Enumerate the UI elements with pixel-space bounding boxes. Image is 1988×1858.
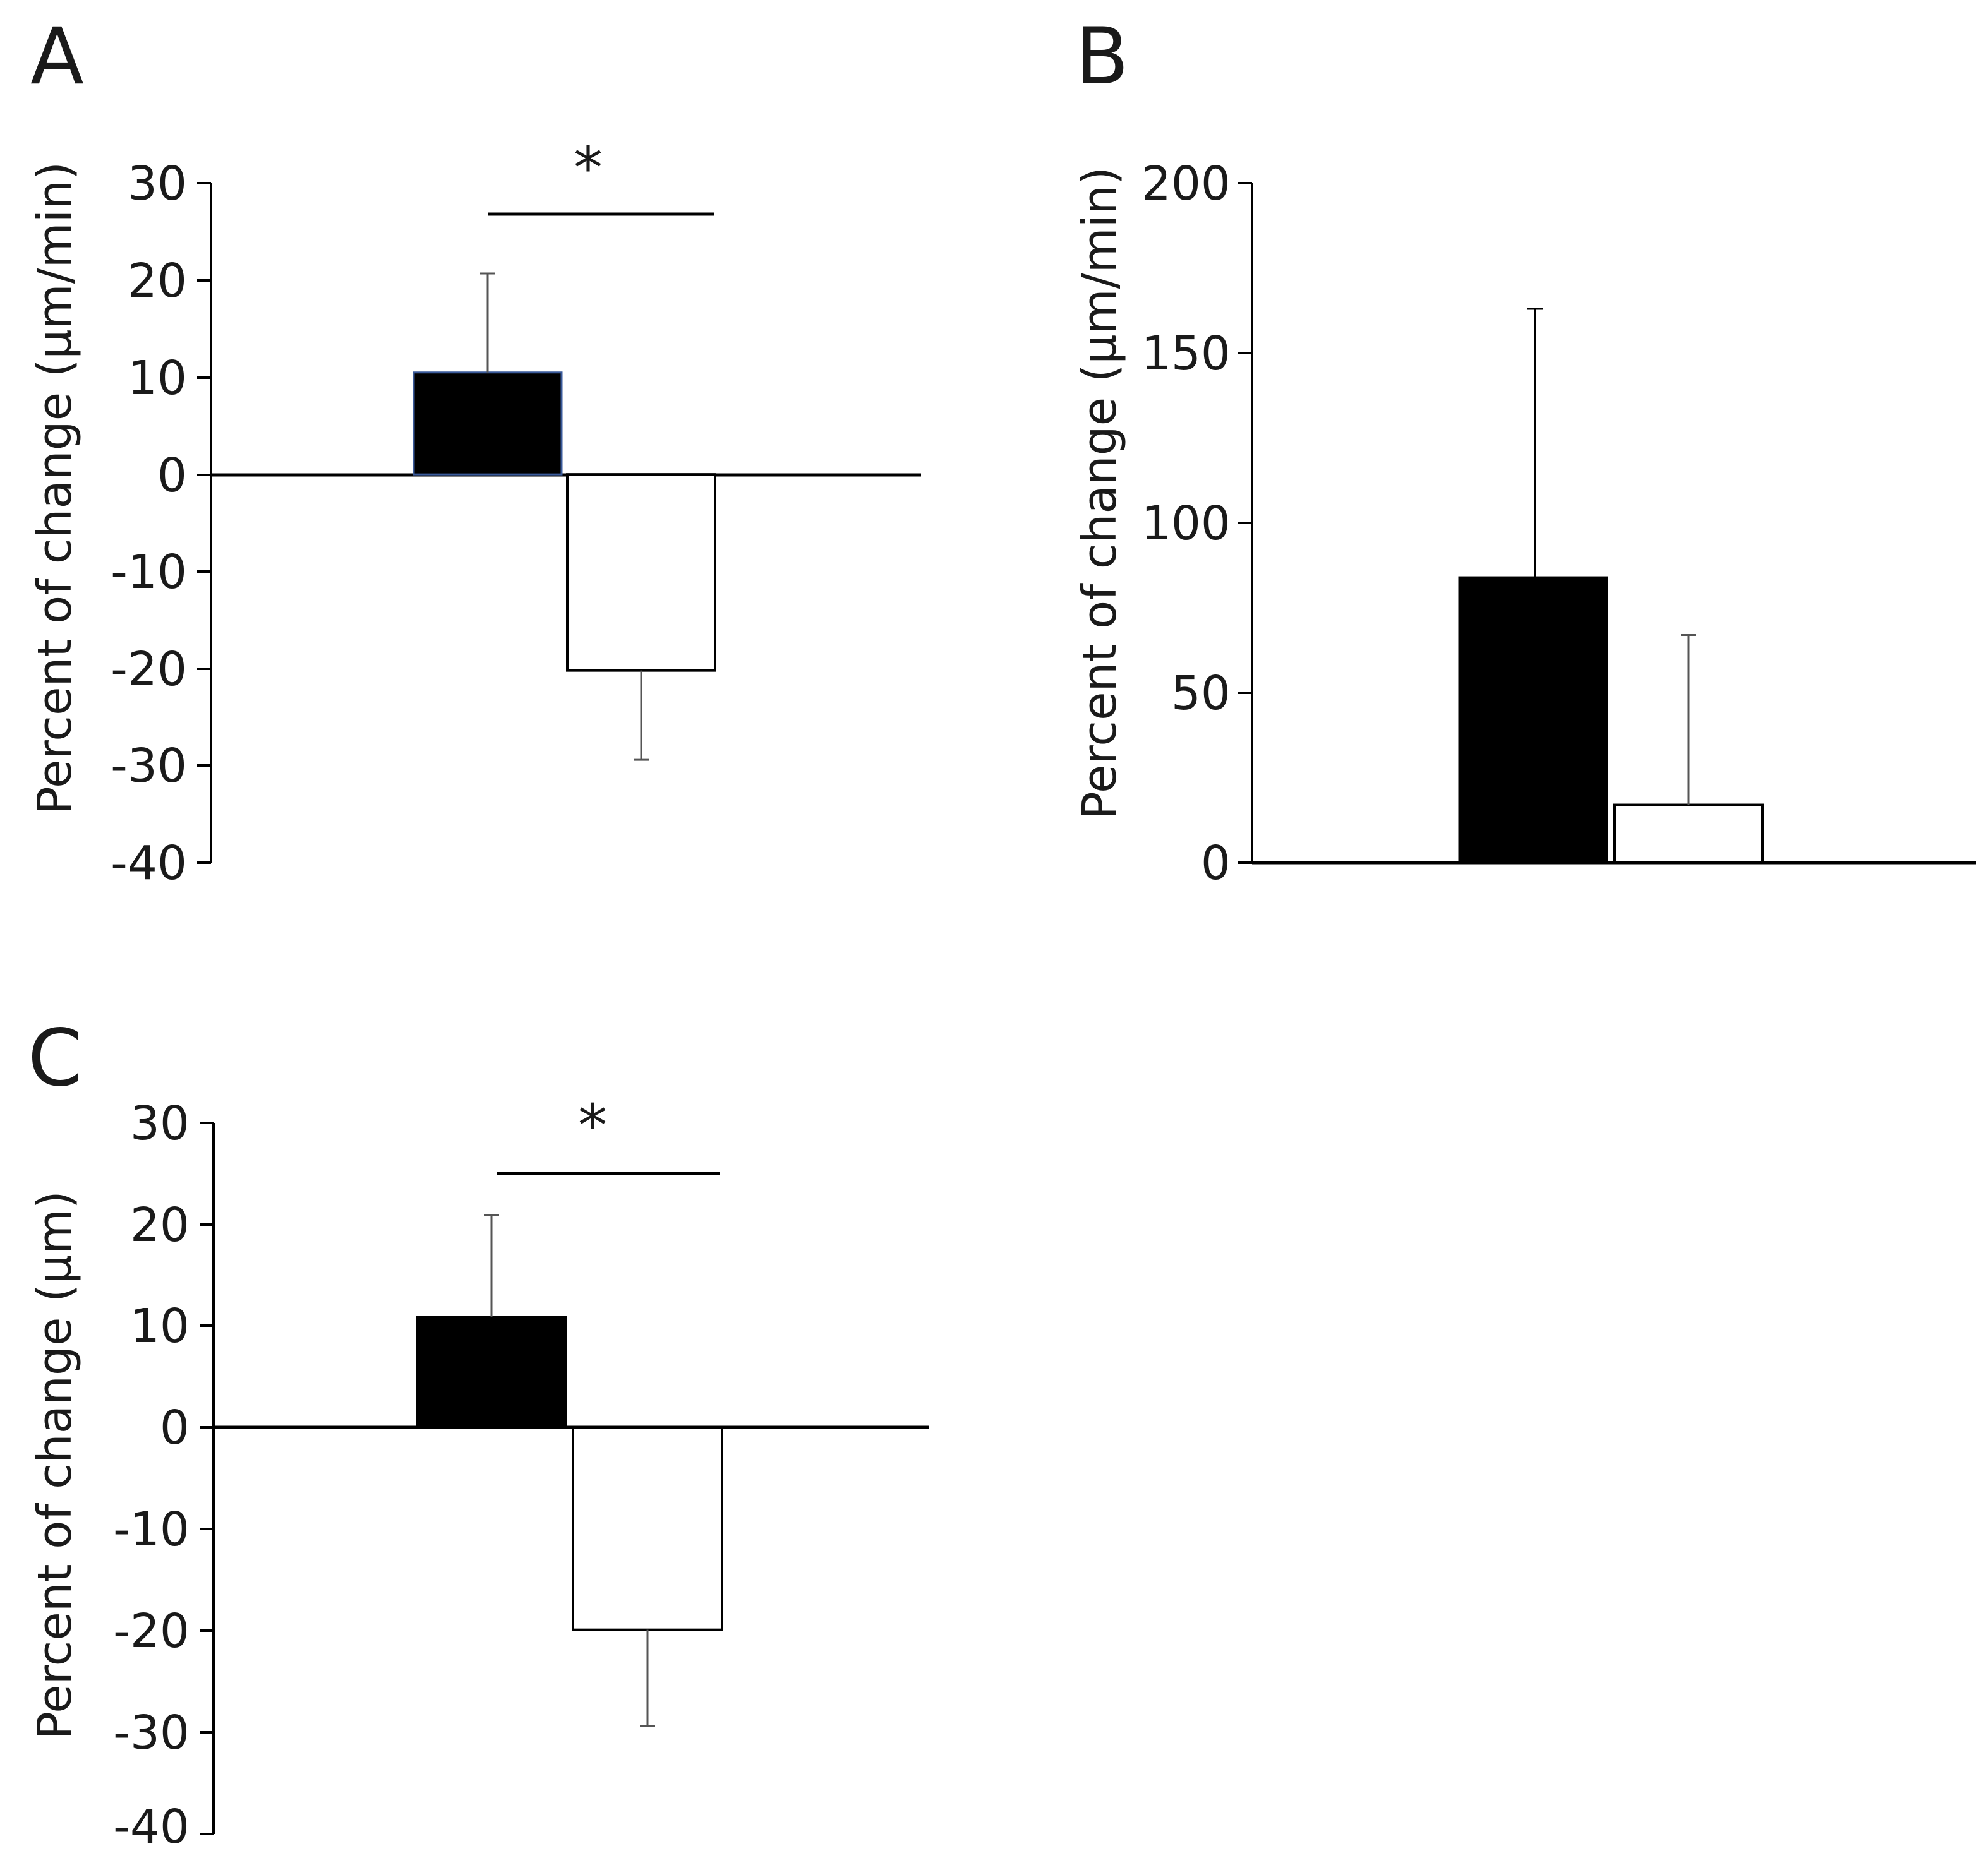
panel-c-ticks xyxy=(200,1122,214,1835)
panel-c-tick-labels: 30 20 10 0 -10 -20 -30 -40 xyxy=(113,1096,190,1854)
panel-a-ticks xyxy=(197,182,211,864)
panel-a: A Percent of change (μm/min) 30 20 10 0 … xyxy=(28,11,921,890)
panel-c-bar-black xyxy=(416,1316,567,1429)
panel-b-tick-label: 0 xyxy=(1201,836,1231,890)
panel-c-tick-label: -30 xyxy=(113,1706,190,1760)
panel-a-tick-label: 20 xyxy=(128,254,187,308)
panel-b-bar-white xyxy=(1613,803,1764,865)
panel-a-tick-label: 30 xyxy=(128,157,187,211)
panel-c: C Percent of change (μm) 30 20 10 0 -10 … xyxy=(28,1013,929,1854)
panel-a-letter: A xyxy=(30,11,84,102)
panel-a-tick-label: -30 xyxy=(111,739,187,793)
panel-a-ylabel: Percent of change (μm/min) xyxy=(28,162,82,815)
panel-c-significance-star: * xyxy=(578,1092,607,1160)
panel-c-tick-label: 10 xyxy=(130,1299,190,1353)
panel-a-tick-label: -10 xyxy=(111,545,187,599)
panel-c-tick-label: 30 xyxy=(130,1096,190,1151)
panel-b-tick-labels: 200 150 100 50 0 xyxy=(1142,157,1231,890)
panel-c-bar-white xyxy=(572,1426,723,1631)
panel-a-tick-label: 0 xyxy=(157,448,187,503)
panel-c-tick-label: 20 xyxy=(130,1198,190,1252)
panel-b: B Percent of change (μm/min) 200 150 100… xyxy=(1073,11,1976,890)
panel-b-tick-label: 150 xyxy=(1142,327,1231,381)
panel-b-ylabel: Percent of change (μm/min) xyxy=(1073,167,1127,820)
panel-a-tick-labels: 30 20 10 0 -10 -20 -30 -40 xyxy=(111,157,187,890)
panel-a-bar-white xyxy=(566,473,716,672)
panel-c-tick-label: -40 xyxy=(113,1800,190,1854)
panel-a-tick-label: -20 xyxy=(111,642,187,697)
panel-c-ylabel: Percent of change (μm) xyxy=(28,1190,82,1740)
panel-b-tick-label: 100 xyxy=(1142,496,1231,551)
panel-b-bar-black xyxy=(1458,576,1608,864)
panel-b-tick-label: 50 xyxy=(1171,666,1231,721)
panel-b-ticks xyxy=(1238,182,1252,864)
panel-b-letter: B xyxy=(1075,11,1129,102)
panel-a-bar-black xyxy=(413,371,563,476)
panel-c-tick-label: -20 xyxy=(113,1604,190,1658)
panel-c-letter: C xyxy=(28,1013,83,1104)
panel-a-tick-label: 10 xyxy=(128,351,187,405)
panel-c-tick-label: -10 xyxy=(113,1502,190,1557)
panel-c-tick-label: 0 xyxy=(160,1401,190,1455)
panel-a-significance-star: * xyxy=(574,135,603,202)
panel-a-tick-label: -40 xyxy=(111,836,187,890)
panel-b-tick-label: 200 xyxy=(1142,157,1231,211)
